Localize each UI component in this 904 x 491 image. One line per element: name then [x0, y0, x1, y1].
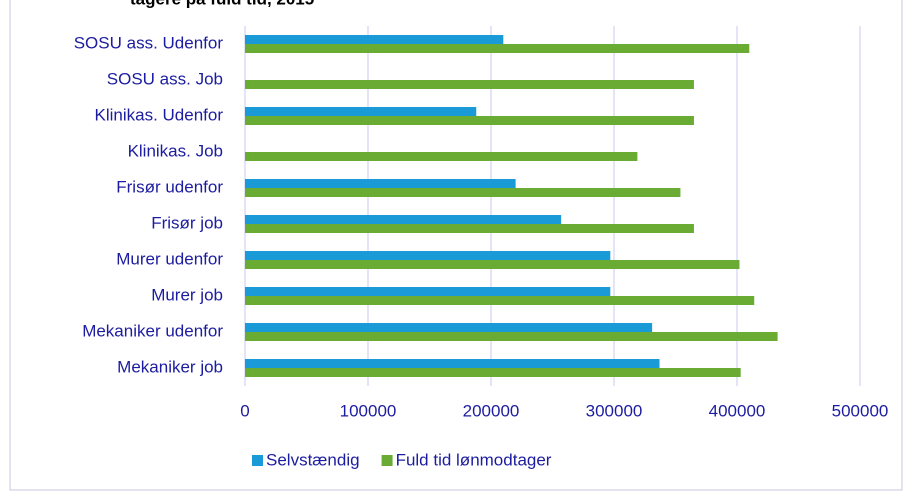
x-tick-label: 100000 [340, 401, 397, 420]
x-tick-label: 300000 [586, 401, 643, 420]
y-tick-label: Klinikas. Job [128, 141, 223, 160]
bar [245, 152, 638, 161]
y-tick-label: Mekaniker udenfor [82, 321, 223, 340]
bar [245, 116, 694, 125]
x-tick-label: 400000 [709, 401, 766, 420]
bar [245, 260, 740, 269]
legend-label: Fuld tid lønmodtager [396, 450, 552, 469]
bar [245, 287, 611, 296]
y-tick-label: Mekaniker job [117, 357, 223, 376]
legend-swatch [381, 455, 393, 466]
bar [245, 215, 562, 224]
y-tick-label: Murer udenfor [116, 249, 223, 268]
bar [245, 251, 611, 260]
chart-title: tagere på fuld tid, 2015 [130, 0, 314, 8]
bar [245, 296, 755, 305]
chart-frame [9, 0, 903, 491]
bar [245, 188, 681, 197]
bar [245, 224, 694, 233]
x-tick-label: 0 [240, 401, 249, 420]
bar [245, 44, 750, 53]
bar [245, 368, 741, 377]
y-tick-label: Frisør job [151, 213, 223, 232]
x-tick-label: 500000 [832, 401, 889, 420]
y-tick-label: SOSU ass. Udenfor [74, 33, 224, 52]
bar [245, 332, 778, 341]
y-tick-label: Frisør udenfor [116, 177, 223, 196]
y-tick-label: Klinikas. Udenfor [94, 105, 223, 124]
legend-label: Selvstændig [266, 450, 360, 469]
y-tick-label: Murer job [151, 285, 223, 304]
y-tick-label: SOSU ass. Job [107, 69, 223, 88]
bar [245, 359, 660, 368]
legend-swatch [252, 455, 263, 466]
bar [245, 107, 477, 116]
bar [245, 179, 516, 188]
bar [245, 323, 653, 332]
x-tick-label: 200000 [463, 401, 520, 420]
bar [245, 35, 504, 44]
bar [245, 80, 694, 89]
